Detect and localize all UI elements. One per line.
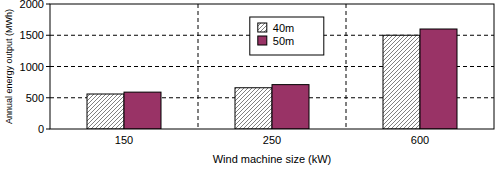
y-tick-label: 0 [38,123,44,135]
x-axis-label: Wind machine size (kW) [213,153,332,165]
y-tick [46,66,50,67]
bars [87,29,457,129]
y-tick [46,35,50,36]
bar [383,35,420,129]
x-tick-label: 250 [263,134,281,146]
y-tick [46,4,50,5]
category-separator [198,4,199,129]
y-tick-label: 1000 [20,61,44,73]
y-tick-label: 1500 [20,29,44,41]
y-tick [46,129,50,130]
chart-svg: 0 500 1000 1500 2000 150 250 600 Wind machine si… [0,0,500,171]
bar [124,92,161,129]
y-tick [46,97,50,98]
bar [235,88,272,129]
y-tick-label: 2000 [20,0,44,10]
x-tick-label: 150 [115,134,133,146]
y-tick-label: 500 [26,92,44,104]
y-axis-label: Annual energy output (MWh) [4,9,14,124]
bar [420,29,457,129]
legend: 40m50m [250,17,324,55]
plot-frame [50,4,494,129]
x-tick-label: 600 [411,134,429,146]
bar [87,94,124,129]
category-separator [346,4,347,129]
legend-label: 50m [273,35,294,47]
chart-container: 0 500 1000 1500 2000 150 250 600 Wind machine si… [0,0,500,171]
legend-box [250,17,324,55]
legend-label: 40m [273,22,294,34]
bar [272,85,309,129]
legend-swatch [258,23,267,32]
legend-swatch [258,36,267,45]
